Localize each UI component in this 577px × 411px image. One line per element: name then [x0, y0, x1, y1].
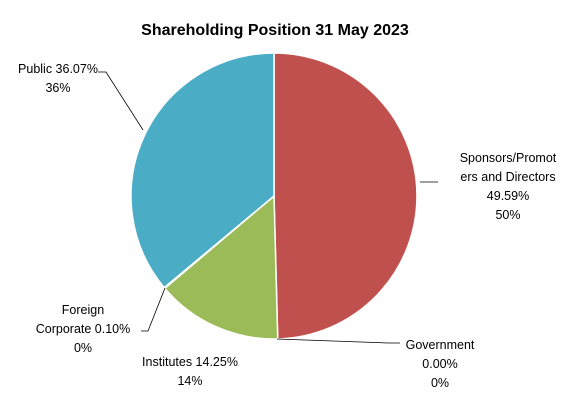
slice-label-government: 0%	[431, 376, 449, 390]
slice-label-public: 36%	[45, 81, 70, 95]
pie-slices	[130, 52, 418, 340]
slice-label-sponsors: ers and Directors	[460, 170, 555, 184]
slice-label-foreign-corporate: Corporate 0.10%	[36, 322, 131, 336]
chart-title: Shareholding Position 31 May 2023	[141, 22, 409, 39]
slice-label-sponsors: 50%	[495, 208, 520, 222]
leader-line-public	[98, 71, 144, 131]
leader-lines	[98, 71, 438, 344]
slice-label-public: Public 36.07%	[18, 62, 98, 76]
slice-label-sponsors: 49.59%	[487, 189, 529, 203]
leader-line-government	[276, 338, 400, 344]
slice-label-institutes: Institutes 14.25%	[142, 355, 238, 369]
slice-label-institutes: 14%	[177, 374, 202, 388]
slice-label-foreign-corporate: 0%	[74, 341, 92, 355]
slice-label-government: 0.00%	[422, 357, 457, 371]
pie-slice-sponsors	[273, 52, 418, 340]
leader-line-foreign-corporate	[141, 287, 166, 332]
slice-label-foreign-corporate: Foreign	[62, 303, 104, 317]
slice-labels: Sponsors/Promot ers and Directors 49.59% 50…	[18, 62, 557, 390]
pie-slice-public	[130, 52, 275, 289]
slice-label-government: Government	[406, 338, 475, 352]
pie-slice-institutes	[163, 194, 279, 340]
slice-label-sponsors: Sponsors/Promot	[460, 151, 557, 165]
